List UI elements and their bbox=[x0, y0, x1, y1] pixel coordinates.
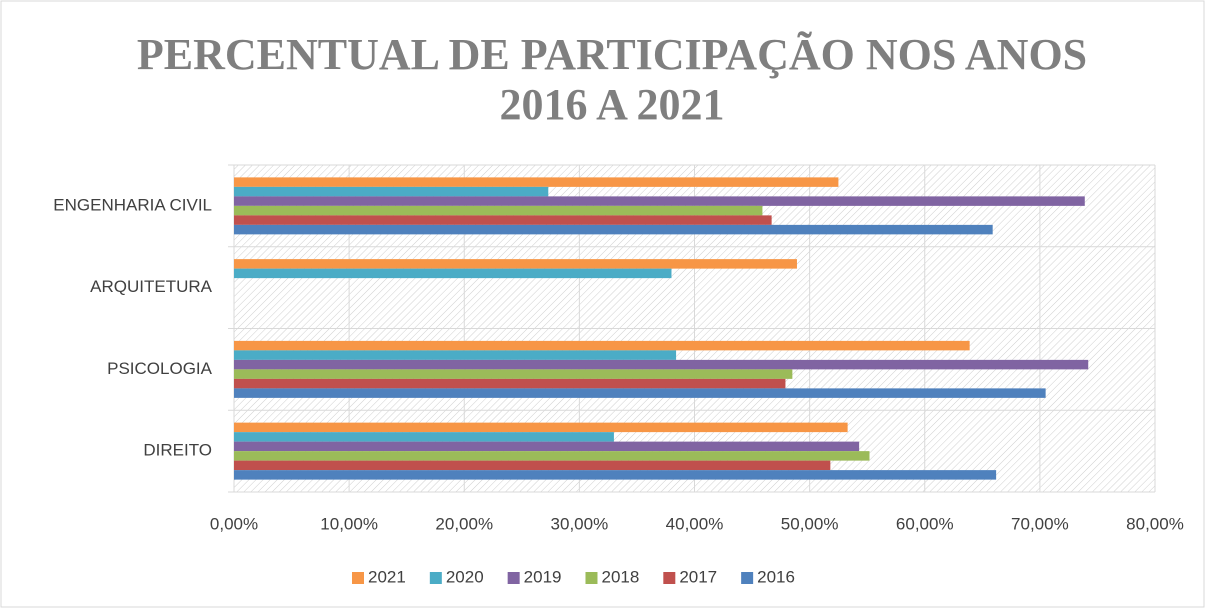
bar bbox=[234, 215, 772, 225]
bar bbox=[234, 186, 549, 197]
bar bbox=[234, 451, 870, 461]
x-tick-label: 0,00% bbox=[210, 514, 258, 533]
bar bbox=[234, 422, 848, 433]
bar bbox=[234, 460, 831, 471]
bar bbox=[234, 177, 839, 187]
legend-swatch bbox=[585, 572, 598, 584]
x-tick-label: 60,00% bbox=[896, 514, 954, 533]
x-tick-label: 70,00% bbox=[1011, 514, 1069, 533]
bar bbox=[234, 196, 1085, 206]
legend-label: 2020 bbox=[446, 567, 484, 586]
bar bbox=[234, 224, 993, 235]
legend-swatch bbox=[663, 572, 676, 584]
x-tick-label: 80,00% bbox=[1126, 514, 1184, 533]
bar bbox=[234, 359, 1089, 370]
legend-swatch bbox=[507, 572, 520, 584]
x-tick-label: 10,00% bbox=[320, 514, 378, 533]
chart-title: PERCENTUAL DE PARTICIPAÇÃO NOS ANOS 2016… bbox=[136, 30, 1088, 129]
bar bbox=[234, 369, 793, 379]
x-tick-label: 50,00% bbox=[781, 514, 839, 533]
bar bbox=[234, 388, 1046, 398]
legend-label: 2017 bbox=[679, 567, 717, 586]
bar bbox=[234, 470, 997, 480]
y-tick-label: ENGENHARIA CIVIL bbox=[53, 195, 212, 214]
bar bbox=[234, 205, 763, 216]
x-tick-label: 20,00% bbox=[435, 514, 493, 533]
y-tick-label: PSICOLOGIA bbox=[107, 359, 213, 378]
legend-label: 2018 bbox=[601, 567, 639, 586]
bar bbox=[234, 378, 786, 389]
x-tick-label: 30,00% bbox=[551, 514, 609, 533]
bar bbox=[234, 441, 860, 452]
y-tick-label: ARQUITETURA bbox=[90, 277, 213, 296]
bar bbox=[234, 259, 797, 269]
legend-label: 2021 bbox=[368, 567, 406, 586]
bar bbox=[234, 268, 672, 279]
bar bbox=[234, 432, 614, 442]
y-tick-label: DIREITO bbox=[143, 441, 212, 460]
legend-swatch bbox=[741, 572, 754, 584]
legend-swatch bbox=[429, 572, 442, 584]
legend-label: 2019 bbox=[524, 567, 562, 586]
bar bbox=[234, 340, 970, 351]
x-tick-label: 40,00% bbox=[666, 514, 724, 533]
bar bbox=[234, 350, 677, 360]
legend-swatch bbox=[352, 572, 364, 584]
legend-label: 2016 bbox=[757, 567, 795, 586]
